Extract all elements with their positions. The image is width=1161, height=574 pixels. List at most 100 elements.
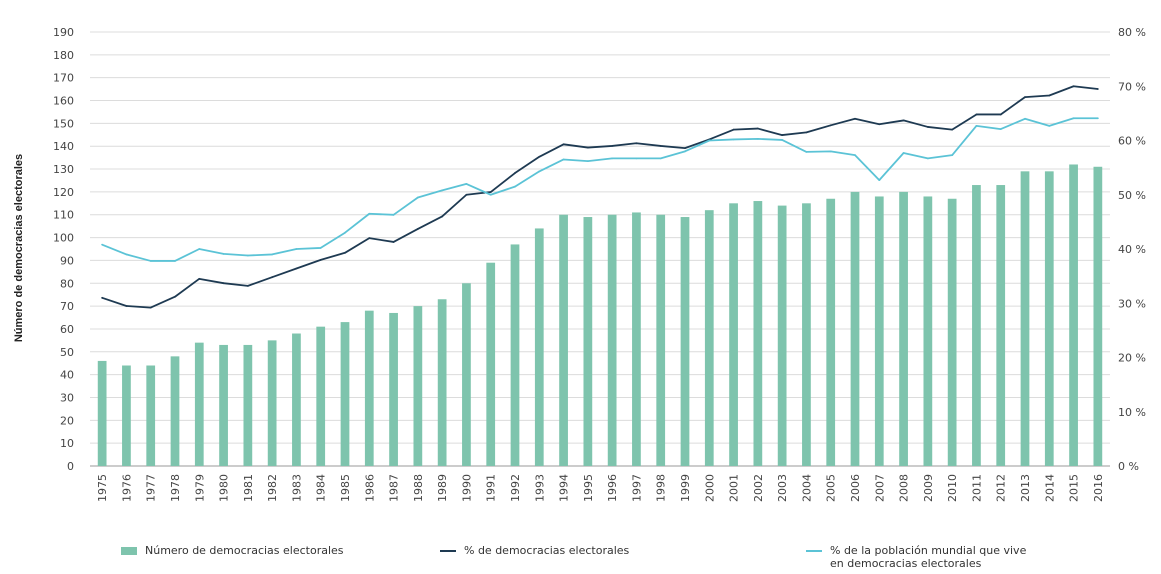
line-point-2-2005 [829, 150, 832, 153]
y-tick-label: 80 [60, 277, 74, 290]
bar-1981 [243, 344, 253, 466]
bar-1990 [462, 283, 471, 466]
line-point-1-1990 [465, 193, 468, 196]
bar-1985 [340, 322, 350, 466]
bar-2002 [753, 201, 763, 466]
line-point-1-1988 [416, 228, 419, 230]
x-tick-label: 1991 [485, 474, 498, 502]
line-point-2-1987 [392, 213, 395, 216]
x-tick-label: 2010 [946, 474, 959, 502]
legend-swatch-bars [121, 547, 137, 555]
x-tick-label: 1998 [655, 474, 668, 502]
line-point-2-1992 [514, 185, 516, 188]
line-point-1-2010 [951, 128, 954, 131]
x-tick-label: 2014 [1043, 474, 1056, 502]
line-point-1-2014 [1048, 94, 1051, 97]
x-tick-label: 1975 [96, 474, 109, 502]
line-point-2-1998 [659, 157, 662, 160]
bar-2004 [802, 203, 811, 466]
x-tick-label: 1976 [120, 474, 133, 502]
line-point-2-2001 [732, 138, 735, 141]
x-tick-label: 1989 [436, 474, 449, 502]
bar-1998 [656, 214, 666, 466]
line-point-2-2011 [975, 124, 978, 127]
line-point-1-1982 [271, 276, 274, 279]
line-point-2-2014 [1048, 124, 1051, 127]
y2-tick-label: 40 % [1118, 243, 1146, 256]
line-point-2-1980 [222, 252, 225, 255]
x-tick-label: 2008 [898, 474, 911, 502]
line-point-1-1997 [635, 142, 638, 145]
x-tick-label: 2007 [873, 474, 886, 502]
line-point-2-2016 [1096, 117, 1099, 120]
line-point-1-2012 [999, 113, 1002, 116]
line-point-2-2000 [708, 139, 711, 142]
x-tick-label: 1980 [218, 474, 231, 502]
x-tick-label: 1997 [630, 474, 643, 502]
line-point-1-1980 [222, 282, 225, 285]
x-tick-label: 1977 [145, 474, 158, 502]
x-tick-label: 1990 [460, 474, 473, 502]
bar-1983 [292, 333, 301, 466]
bar-2008 [899, 191, 908, 467]
y-tick-label: 140 [53, 140, 74, 153]
line-point-2-2007 [878, 179, 881, 182]
bar-1996 [607, 214, 617, 466]
bar-1995 [583, 217, 593, 466]
x-tick-label: 1981 [242, 474, 255, 502]
line-point-1-1993 [538, 155, 541, 158]
y-axis-ticks: 0 10 20 30 40 50 60 70 80 90 100 110 120 130 140 150 160… [53, 26, 74, 473]
legend-label-pct-population-line2: en democracias electorales [830, 557, 982, 570]
line-point-1-2008 [902, 119, 905, 122]
x-tick-label: 1992 [509, 474, 522, 502]
line-point-1-1979 [198, 277, 201, 280]
x-tick-label: 2013 [1019, 474, 1032, 502]
line-point-2-1979 [198, 248, 201, 250]
x-tick-label: 2012 [995, 474, 1008, 502]
y-tick-label: 10 [60, 437, 74, 450]
bar-2014 [1044, 171, 1054, 466]
y-tick-label: 20 [60, 414, 74, 427]
x-tick-label: 2001 [728, 474, 741, 502]
bar-2012 [996, 185, 1006, 466]
y-tick-label: 60 [60, 323, 74, 336]
bar-1977 [146, 365, 156, 466]
line-point-1-1986 [368, 237, 371, 240]
line-point-1-1975 [101, 296, 104, 299]
y2-tick-label: 80 % [1118, 26, 1146, 39]
bar-2007 [874, 196, 884, 466]
line-point-1-1991 [489, 191, 492, 193]
line-point-2-2015 [1072, 117, 1075, 120]
line-series-2 [101, 117, 1098, 262]
x-tick-label: 1982 [266, 474, 279, 502]
line-point-2-1978 [174, 260, 176, 262]
y-tick-label: 30 [60, 391, 74, 404]
line-point-1-1989 [441, 215, 444, 218]
y-tick-label: 120 [53, 186, 74, 199]
bar-2016 [1093, 166, 1103, 466]
x-tick-label: 1996 [606, 474, 619, 502]
x-tick-label: 2011 [970, 474, 983, 502]
line-point-1-2013 [1024, 96, 1026, 98]
y-tick-label: 50 [60, 346, 74, 359]
x-tick-label: 2000 [703, 474, 716, 502]
bar-1987 [389, 312, 398, 466]
bar-2001 [729, 203, 738, 466]
y-axis-label: Número de democracias electorales [13, 154, 25, 342]
line-point-1-2006 [854, 117, 856, 120]
line-point-1-2015 [1072, 85, 1075, 88]
line-point-2-1976 [125, 253, 128, 256]
y-tick-label: 0 [67, 460, 74, 473]
x-tick-label: 2016 [1092, 474, 1105, 502]
line-point-2-2010 [951, 154, 954, 157]
y2-tick-label: 60 % [1118, 135, 1146, 148]
bar-1991 [486, 262, 496, 466]
y-tick-label: 90 [60, 254, 74, 267]
y-tick-label: 40 [60, 369, 74, 382]
line-point-1-2001 [732, 128, 735, 131]
line-point-2-2012 [999, 128, 1002, 131]
legend-label-bars: Número de democracias electorales [145, 544, 344, 557]
bar-2009 [923, 196, 933, 466]
line-point-1-1983 [295, 267, 298, 270]
